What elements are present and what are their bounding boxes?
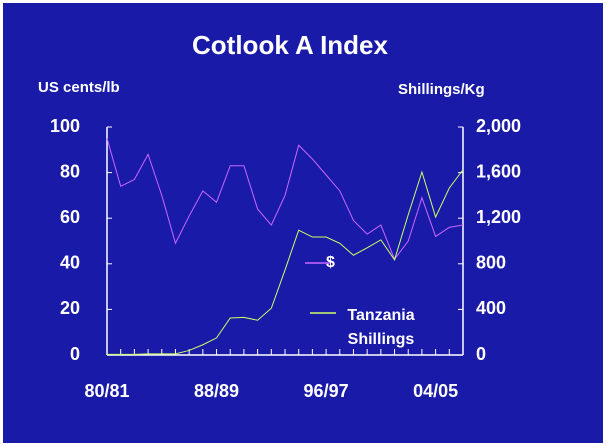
- y2-tick-label: 800: [476, 253, 506, 273]
- y-tick-label: 20: [60, 298, 80, 318]
- x-tick-label: 80/81: [84, 381, 129, 401]
- y2-tick-label: 2,000: [476, 116, 521, 136]
- x-tick-label: 04/05: [413, 381, 458, 401]
- y-tick-label: 0: [70, 344, 80, 364]
- chart-title: Cotlook A Index: [192, 30, 389, 60]
- series-line: [106, 138, 464, 261]
- legend-label: Tanzania Shillings: [347, 307, 415, 348]
- y2-axis-title: Shillings/Kg: [398, 81, 485, 98]
- y2-tick-label: 1,200: [476, 207, 521, 227]
- series-line: [107, 169, 464, 355]
- x-tick-label: 96/97: [304, 381, 349, 401]
- background: [3, 3, 603, 443]
- y-tick-label: 80: [60, 161, 80, 181]
- y-tick-label: 100: [50, 116, 80, 136]
- y2-tick-label: 0: [476, 344, 486, 364]
- x-tick-label: 88/89: [194, 381, 239, 401]
- y-tick-label: 60: [60, 207, 80, 227]
- y-axis-title: US cents/lb: [38, 79, 120, 96]
- legend-label: $: [326, 254, 335, 271]
- y-tick-label: 40: [60, 253, 80, 273]
- y2-tick-label: 1,600: [476, 161, 521, 181]
- y2-tick-label: 400: [476, 298, 506, 318]
